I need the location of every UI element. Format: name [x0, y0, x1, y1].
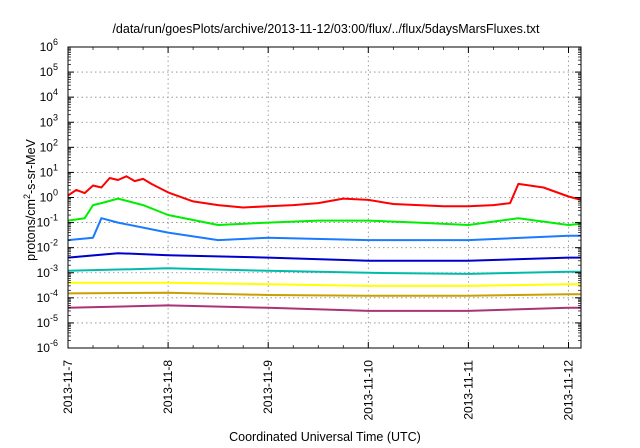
y-tick-label-exp: -4 [50, 288, 58, 298]
y-tick-label-base: 10 [37, 241, 51, 255]
x-tick-label: 2013-11-9 [261, 360, 275, 414]
y-tick-label: 100 [40, 188, 58, 205]
series-line-2 [67, 197, 582, 226]
y-tick-label-exp: 0 [53, 188, 58, 198]
y-tick-label-exp: 5 [53, 62, 58, 72]
y-tick-label-base: 10 [40, 165, 54, 179]
y-tick-label-base: 10 [40, 40, 54, 54]
y-tick-label-exp: 3 [53, 112, 58, 122]
y-tick-label-exp: 2 [53, 137, 58, 147]
y-tick-label-exp: 6 [53, 37, 58, 47]
y-tick-label-exp: -3 [50, 263, 58, 273]
x-tick-label: 2013-11-8 [161, 360, 175, 414]
y-tick-label-base: 10 [40, 90, 54, 104]
x-tick-label: 2013-11-7 [61, 360, 75, 414]
chart-title: /data/run/goesPlots/archive/2013-11-12/0… [112, 22, 540, 36]
y-tick-label: 10-2 [37, 238, 58, 255]
y-tick-label-exp: -6 [50, 338, 58, 348]
y-tick-label: 102 [40, 137, 58, 154]
series-line-8 [67, 304, 581, 312]
y-tick-label: 10-3 [37, 263, 58, 280]
y-axis-label-base: protons/cm [24, 199, 38, 261]
y-tick-label-base: 10 [40, 65, 54, 79]
y-tick-label-exp: -5 [50, 313, 58, 323]
y-tick-label: 101 [40, 162, 58, 179]
series-line-4 [67, 252, 581, 262]
y-tick-label: 105 [40, 62, 58, 79]
y-tick-label-base: 10 [40, 115, 54, 129]
x-tick-label: 2013-11-12 [561, 360, 575, 421]
y-tick-label-base: 10 [37, 341, 51, 355]
grid [68, 47, 581, 348]
y-tick-label-exp: -2 [50, 238, 58, 248]
series-line-6 [68, 281, 581, 287]
y-tick-label: 106 [40, 37, 58, 54]
series-line-5 [67, 267, 581, 275]
series-line-3 [67, 217, 581, 242]
y-tick-label-exp: 4 [53, 87, 58, 97]
y-tick-label-base: 10 [40, 191, 54, 205]
y-tick-label: 10-6 [37, 338, 58, 355]
y-tick-label: 104 [40, 87, 58, 104]
x-axis-label: Coordinated Universal Time (UTC) [229, 430, 421, 444]
y-tick-label: 10-5 [37, 313, 58, 330]
y-tick-label-exp: -1 [50, 213, 58, 223]
series-line-7 [67, 291, 581, 297]
x-tick-label: 2013-11-10 [361, 360, 375, 421]
y-axis-label: protons/cm2-s-sr-MeV [22, 138, 38, 260]
y-tick-label: 103 [40, 112, 58, 129]
x-tick-label: 2013-11-11 [461, 360, 475, 420]
x-axis: 2013-11-7 2013-11-8 2013-11-9 2013-11-10 201… [61, 47, 575, 421]
y-tick-label-base: 10 [37, 316, 51, 330]
y-axis-label-sup: 2 [22, 194, 32, 199]
y-tick-label-base: 10 [37, 216, 51, 230]
series-layer [67, 175, 582, 312]
y-tick-label: 10-4 [37, 288, 58, 305]
y-tick-label-base: 10 [40, 140, 54, 154]
y-axis-label-rest: -s-sr-MeV [24, 138, 38, 194]
y-tick-label-base: 10 [37, 266, 51, 280]
y-tick-label-exp: 1 [53, 162, 58, 172]
y-tick-label: 10-1 [37, 213, 58, 230]
series-line-1 [67, 175, 582, 209]
y-tick-label-base: 10 [37, 291, 51, 305]
